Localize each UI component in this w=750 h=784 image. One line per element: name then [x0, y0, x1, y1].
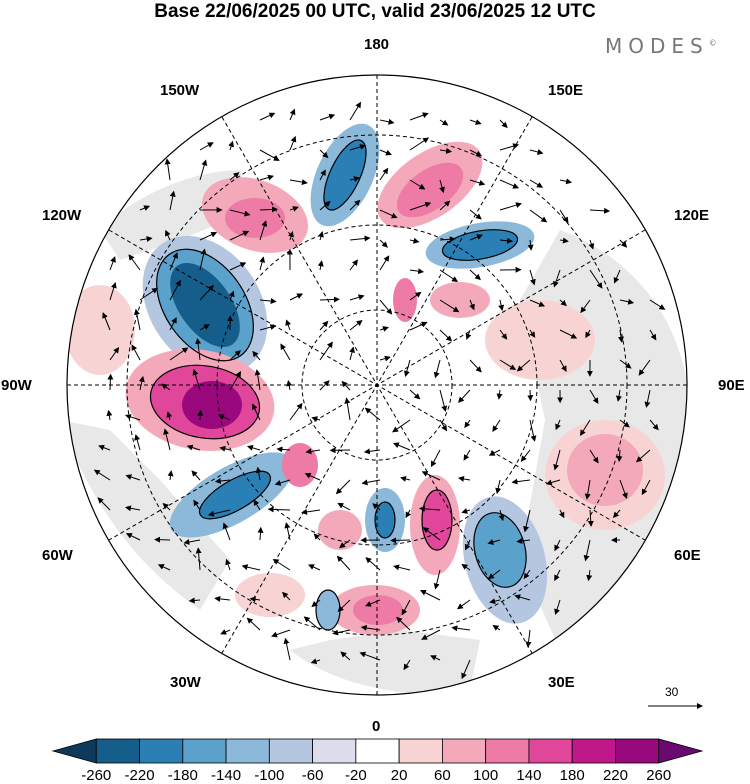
colorbar-tick-label: -140	[211, 767, 241, 784]
lon-label-60w: 60W	[42, 547, 73, 564]
pink-anomaly-east	[485, 300, 595, 380]
wind-vector	[320, 299, 339, 300]
colorbar-segment	[313, 739, 356, 763]
lon-label-150e: 150E	[548, 82, 583, 99]
colorbar-segment	[615, 739, 658, 763]
colorbar-segment	[140, 739, 183, 763]
colorbar-segment	[442, 739, 485, 763]
colorbar-tick-label: -220	[125, 767, 155, 784]
colorbar-tick-label: 20	[391, 767, 408, 784]
colorbar-tick-label: 100	[473, 767, 498, 784]
wind-vector	[200, 411, 201, 420]
lon-label-180: 180	[364, 36, 389, 53]
colorbar-segment	[356, 739, 399, 763]
colorbar-segment	[486, 739, 529, 763]
wind-vector	[155, 540, 170, 541]
colorbar-tick-label: -260	[81, 767, 111, 784]
lon-label-150w: 150W	[160, 82, 199, 99]
colorbar-segment	[226, 739, 269, 763]
colorbar-tick-label: 60	[434, 767, 451, 784]
colorbar-segment	[529, 739, 572, 763]
wind-vector	[530, 390, 531, 400]
lon-label-90e: 90E	[718, 377, 745, 394]
colorbar-tick-label: 140	[516, 767, 541, 784]
colorbar-tick-label: -20	[345, 767, 367, 784]
colorbar-segment	[53, 739, 96, 763]
colorbar-tick-label: -60	[302, 767, 324, 784]
wind-vector	[110, 375, 111, 390]
colorbar-segment	[572, 739, 615, 763]
lon-label-60e: 60E	[674, 547, 701, 564]
colorbar-segment	[269, 739, 312, 763]
lon-label-120w: 120W	[42, 207, 81, 224]
lon-label-120e: 120E	[674, 207, 709, 224]
colorbar	[0, 730, 750, 764]
vector-scale-label: 30	[665, 685, 678, 699]
colorbar-tick-label: -180	[168, 767, 198, 784]
colorbar-segment	[399, 739, 442, 763]
colorbar-tick-label: -100	[254, 767, 284, 784]
colorbar-segment	[96, 739, 139, 763]
colorbar-tick-label: 180	[560, 767, 585, 784]
lon-label-30w: 30W	[170, 674, 201, 691]
colorbar-segment	[659, 739, 702, 763]
wind-vector	[391, 540, 410, 541]
lon-label-90w: 90W	[1, 377, 32, 394]
colorbar-tick-label: 220	[603, 767, 628, 784]
lon-label-30e: 30E	[548, 674, 575, 691]
colorbar-tick-label: 260	[646, 767, 671, 784]
colorbar-segment	[183, 739, 226, 763]
